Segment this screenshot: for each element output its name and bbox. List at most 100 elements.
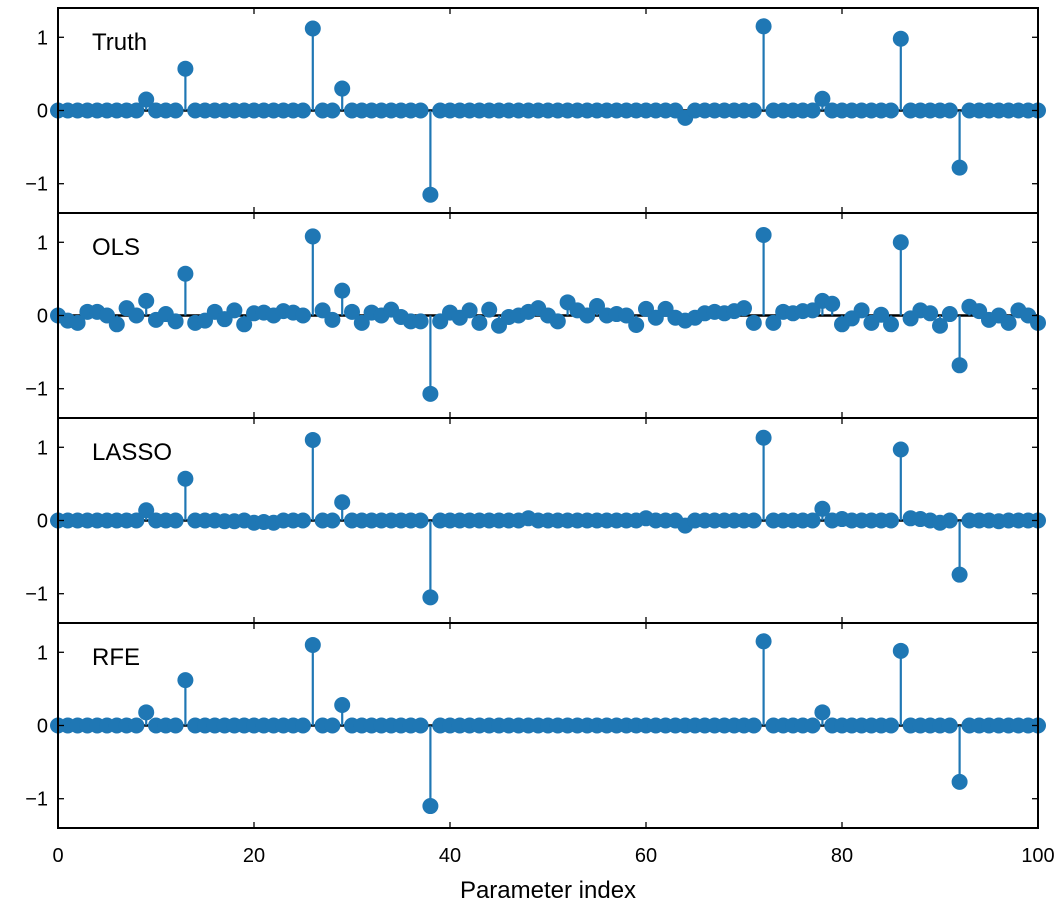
stem-marker: [755, 633, 772, 650]
stem-marker: [69, 314, 86, 331]
stem-marker: [177, 470, 194, 487]
stem-marker: [295, 102, 311, 119]
stem-marker: [814, 704, 831, 721]
stem-marker: [167, 313, 184, 330]
y-tick-label: 0: [37, 306, 48, 328]
y-tick-label: 1: [37, 642, 48, 664]
stem-marker: [344, 303, 360, 320]
stem-marker: [883, 512, 899, 529]
stem-marker: [579, 307, 596, 324]
stem-marker: [892, 234, 909, 251]
stem-marker: [824, 295, 841, 312]
panel-truth: −1 0 1 Truth: [25, 7, 1046, 214]
stem-marker: [324, 311, 341, 328]
y-tick-label: 0: [37, 101, 48, 123]
stem-marker: [108, 316, 125, 333]
stem-marker: [745, 717, 762, 734]
stem-marker: [951, 566, 968, 583]
stem-marker: [755, 226, 772, 243]
stem-marker: [941, 306, 958, 323]
y-tick-label: 1: [37, 437, 48, 459]
stem-marker: [412, 717, 429, 734]
stem-marker: [226, 302, 243, 319]
stem-marker: [892, 30, 909, 47]
stem-marker: [951, 357, 968, 374]
stem-marker: [589, 297, 605, 314]
stem-marker: [304, 636, 321, 653]
stem-marker: [324, 102, 341, 119]
stem-marker: [853, 302, 870, 319]
y-tick-label: −1: [25, 584, 48, 606]
stem-marker: [412, 313, 429, 330]
stem-marker: [549, 313, 566, 330]
panel-rfe: −1 0 1 RFE: [25, 622, 1046, 829]
y-tick-label: −1: [25, 789, 48, 811]
panel-ols: −1 0 1 OLS: [25, 212, 1046, 419]
stem-marker: [941, 102, 958, 119]
stem-marker: [628, 317, 645, 334]
stem-marker: [804, 717, 821, 734]
stem-marker: [128, 717, 145, 734]
x-tick-label: 80: [831, 845, 853, 867]
panel-lasso: −1 0 1 LASSO: [25, 417, 1046, 624]
stem-marker: [804, 102, 821, 119]
y-tick-label: 0: [37, 511, 48, 533]
stem-marker: [138, 704, 155, 721]
stem-marker: [295, 512, 311, 529]
stem-marker: [745, 102, 762, 119]
y-tick-label: 1: [37, 27, 48, 49]
stem-marker: [471, 314, 488, 331]
stem-marker: [334, 80, 351, 97]
stem-marker: [422, 186, 439, 203]
stem-marker: [941, 717, 958, 734]
panel-title: OLS: [92, 234, 140, 261]
x-tick-label: 0: [52, 845, 63, 867]
x-tick-label: 60: [635, 845, 657, 867]
stem-marker: [932, 317, 948, 334]
x-tick-label: 40: [439, 845, 461, 867]
stem-marker: [765, 314, 782, 331]
stem-marker: [412, 512, 429, 529]
stem-marker: [324, 717, 341, 734]
y-tick-label: 1: [37, 232, 48, 254]
stem-marker: [804, 512, 821, 529]
panel-title: Truth: [92, 29, 147, 56]
stem-marker: [422, 589, 439, 606]
stem-marker: [736, 300, 752, 317]
stem-marker: [422, 385, 439, 402]
stem-marker: [814, 90, 831, 107]
stem-marker: [412, 102, 429, 119]
panel-frame: [57, 622, 1039, 829]
stem-marker: [951, 773, 968, 790]
stem-marker: [1000, 314, 1017, 331]
stem-marker: [334, 697, 351, 713]
stem-marker: [295, 307, 311, 324]
stem-marker: [922, 305, 939, 322]
stem-marker: [745, 512, 762, 529]
y-tick-label: −1: [25, 379, 48, 401]
stem-marker: [138, 502, 155, 519]
y-tick-label: −1: [25, 174, 48, 196]
x-tick-label: 20: [243, 845, 265, 867]
stem-marker: [295, 717, 311, 734]
stem-marker: [941, 512, 958, 529]
stem-marker: [618, 307, 635, 324]
stem-marker: [883, 316, 899, 333]
stem-marker: [461, 302, 478, 319]
stem-marker: [167, 102, 184, 119]
stem-marker: [177, 672, 194, 689]
stem-marker: [334, 282, 351, 299]
stem-marker: [314, 302, 331, 319]
stem-marker: [128, 307, 145, 324]
stem-marker: [804, 302, 821, 319]
y-tick-label: 0: [37, 716, 48, 738]
x-axis-label: Parameter index: [460, 877, 636, 904]
stem-marker: [128, 512, 145, 529]
stem-marker: [951, 159, 968, 176]
stem-marker: [324, 512, 341, 529]
stem-marker: [177, 60, 194, 77]
stem-marker: [883, 717, 899, 734]
stem-marker: [481, 301, 498, 318]
stem-marker: [304, 431, 321, 448]
stem-marker: [422, 798, 439, 815]
